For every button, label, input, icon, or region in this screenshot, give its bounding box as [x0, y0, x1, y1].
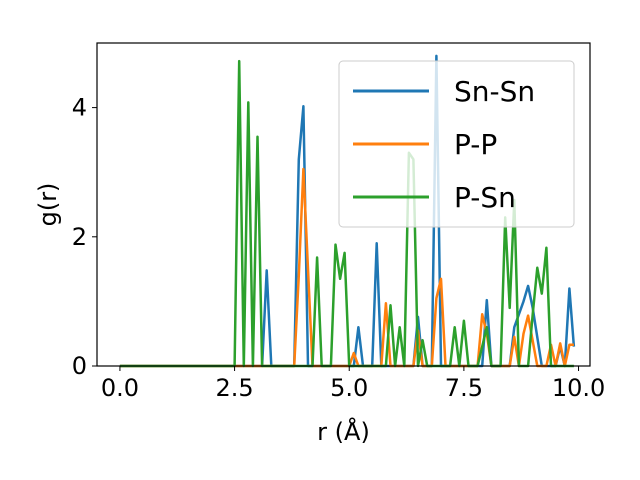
- axes-frame: [96, 42, 591, 367]
- legend-box: [338, 60, 575, 228]
- series-line-p-sn: [119, 59, 574, 368]
- x-tick-label: 10.0: [552, 374, 605, 402]
- x-axis-label: r (Å): [317, 417, 370, 446]
- x-tick-label: 0.0: [101, 374, 139, 402]
- x-tick-label: 5.0: [330, 374, 368, 402]
- legend: Sn-Sn P-P P-Sn: [338, 60, 575, 228]
- x-tick-label: 7.5: [445, 374, 483, 402]
- legend-label-p-sn: P-Sn: [454, 181, 516, 214]
- x-tick-label: 2.5: [215, 374, 253, 402]
- ticks-layer: 0.0 2.5 5.0 7.5 10.0 0 2 4: [72, 94, 606, 402]
- legend-label-sn-sn: Sn-Sn: [454, 75, 535, 108]
- y-tick-label: 2: [72, 223, 87, 251]
- legend-label-p-p: P-P: [454, 128, 497, 161]
- y-tick-label: 0: [72, 352, 87, 380]
- y-axis-label: g(r): [34, 183, 62, 227]
- y-tick-label: 4: [72, 94, 87, 122]
